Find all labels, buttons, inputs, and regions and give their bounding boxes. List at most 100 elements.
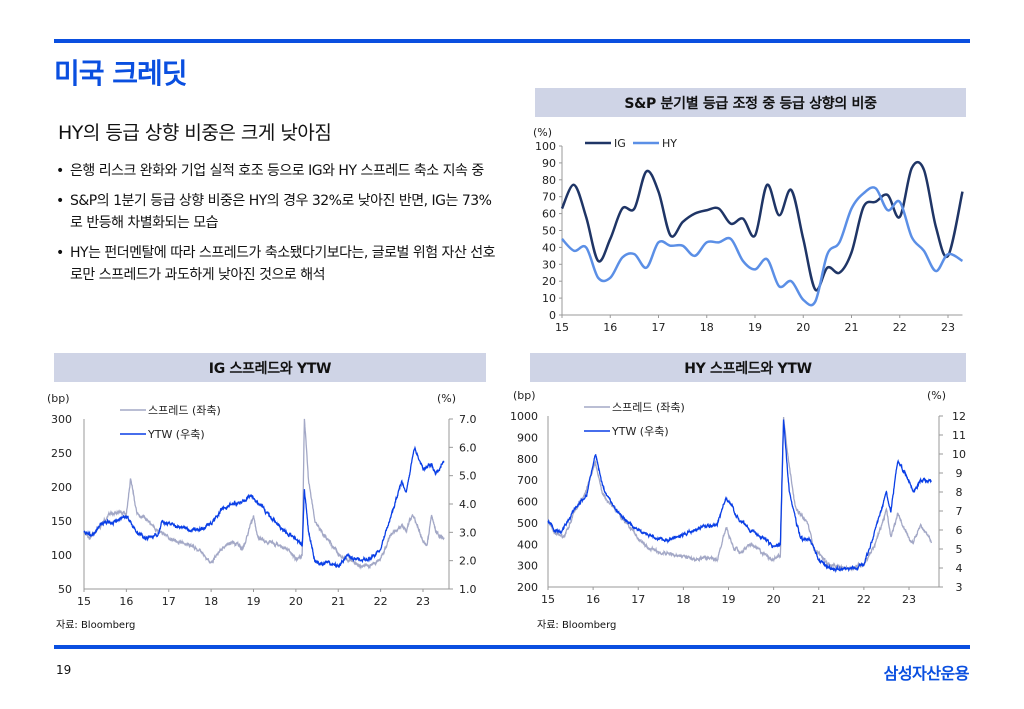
left-y-tick-label: 150 (51, 515, 72, 528)
y-tick-label: 50 (542, 225, 556, 238)
x-tick-label: 20 (796, 321, 810, 334)
x-tick-label: 21 (812, 593, 826, 606)
right-y-tick-label: 3 (956, 581, 963, 594)
left-axis-unit: (bp) (513, 389, 536, 402)
y-tick-label: 80 (542, 174, 556, 187)
x-tick-label: 18 (204, 595, 218, 608)
left-y-tick-label: 1000 (510, 410, 538, 423)
x-tick-label: 22 (857, 593, 871, 606)
page-title: 미국 크레딧 (54, 57, 188, 90)
left-y-tick-label: 200 (51, 481, 72, 494)
left-y-tick-label: 400 (517, 538, 538, 551)
left-y-tick-label: 300 (517, 560, 538, 573)
x-tick-label: 21 (331, 595, 345, 608)
y-tick-label: 30 (542, 258, 556, 271)
y-tick-label: 10 (542, 292, 556, 305)
right-y-tick-label: 5.0 (459, 470, 477, 483)
series-line-spread (547, 416, 933, 572)
left-y-tick-label: 250 (51, 447, 72, 460)
company-logo: 삼성자산운용 (883, 664, 970, 683)
right-y-tick-label: 9 (956, 467, 963, 480)
chart-title-upgrade-share: S&P 분기별 등급 조정 중 등급 상향의 비중 (535, 88, 966, 117)
right-y-tick-label: 4 (956, 562, 963, 575)
legend-label: YTW (우축) (611, 425, 669, 438)
x-tick-label: 16 (603, 321, 617, 334)
x-tick-label: 19 (748, 321, 762, 334)
left-y-tick-label: 900 (517, 431, 538, 444)
x-tick-label: 22 (893, 321, 907, 334)
section-subtitle: HY의 등급 상향 비중은 크게 낮아짐 (58, 122, 332, 144)
page-number: 19 (56, 663, 72, 677)
x-tick-label: 18 (676, 593, 690, 606)
x-tick-label: 22 (374, 595, 388, 608)
x-tick-label: 23 (941, 321, 955, 334)
right-y-tick-label: 4.0 (459, 498, 477, 511)
left-y-tick-label: 500 (517, 517, 538, 530)
x-tick-label: 20 (767, 593, 781, 606)
x-tick-label: 15 (555, 321, 569, 334)
x-tick-label: 16 (586, 593, 600, 606)
top-rule (54, 39, 970, 43)
chart-title-ig: IG 스프레드와 YTW (54, 353, 486, 382)
x-tick-label: 20 (289, 595, 303, 608)
left-y-tick-label: 800 (517, 453, 538, 466)
x-tick-label: 19 (247, 595, 261, 608)
y-tick-label: 60 (542, 208, 556, 221)
x-tick-label: 17 (652, 321, 666, 334)
series-line-ytw (83, 445, 445, 569)
right-y-tick-label: 7.0 (459, 413, 477, 426)
legend-label: HY (662, 137, 677, 150)
series-line-ytw (547, 419, 932, 573)
right-y-tick-label: 10 (952, 448, 966, 461)
y-tick-label: 100 (535, 140, 556, 153)
bullet-item: HY는 펀더멘탈에 따라 스프레드가 축소됐다기보다는, 글로벌 위험 자산 선… (56, 242, 496, 286)
chart-title-hy: HY 스프레드와 YTW (530, 353, 966, 382)
left-y-tick-label: 700 (517, 474, 538, 487)
x-tick-label: 18 (700, 321, 714, 334)
left-y-tick-label: 50 (58, 583, 72, 596)
right-y-tick-label: 1.0 (459, 583, 477, 596)
legend-label: 스프레드 (좌축) (612, 401, 685, 414)
right-y-tick-label: 7 (956, 505, 963, 518)
legend-label: 스프레드 (좌축) (148, 404, 221, 417)
left-axis-unit: (bp) (47, 392, 70, 405)
series-line-hy (561, 186, 964, 307)
right-y-tick-label: 6.0 (459, 441, 477, 454)
bullet-item: 은행 리스크 완화와 기업 실적 호조 등으로 IG와 HY 스프레드 축소 지… (56, 160, 496, 182)
right-y-tick-label: 12 (952, 410, 966, 423)
left-y-tick-label: 300 (51, 413, 72, 426)
left-y-tick-label: 600 (517, 496, 538, 509)
y-tick-label: 90 (542, 157, 556, 170)
bullet-item: S&P의 1분기 등급 상향 비중은 HY의 경우 32%로 낮아진 반면, I… (56, 190, 496, 234)
series-line-spread (83, 418, 445, 570)
x-tick-label: 15 (541, 593, 555, 606)
right-axis-unit: (%) (437, 392, 456, 405)
bottom-rule (54, 645, 970, 649)
y-axis-unit: (%) (533, 126, 552, 139)
x-tick-label: 21 (845, 321, 859, 334)
x-tick-label: 17 (631, 593, 645, 606)
x-tick-label: 19 (722, 593, 736, 606)
source-note: 자료: Bloomberg (56, 620, 136, 631)
y-tick-label: 70 (542, 191, 556, 204)
legend-label: IG (614, 137, 626, 150)
right-y-tick-label: 6 (956, 524, 963, 537)
right-y-tick-label: 5 (956, 543, 963, 556)
left-y-tick-label: 200 (517, 581, 538, 594)
bullet-list: 은행 리스크 완화와 기업 실적 호조 등으로 IG와 HY 스프레드 축소 지… (56, 160, 496, 294)
right-y-tick-label: 2.0 (459, 555, 477, 568)
y-tick-label: 20 (542, 275, 556, 288)
y-tick-label: 40 (542, 241, 556, 254)
legend-label: YTW (우축) (147, 428, 205, 441)
y-tick-label: 0 (549, 309, 556, 322)
right-y-tick-label: 11 (952, 429, 966, 442)
right-y-tick-label: 3.0 (459, 526, 477, 539)
x-tick-label: 17 (162, 595, 176, 608)
source-note: 자료: Bloomberg (537, 620, 617, 631)
series-line-ig (560, 160, 964, 292)
x-tick-label: 23 (902, 593, 916, 606)
